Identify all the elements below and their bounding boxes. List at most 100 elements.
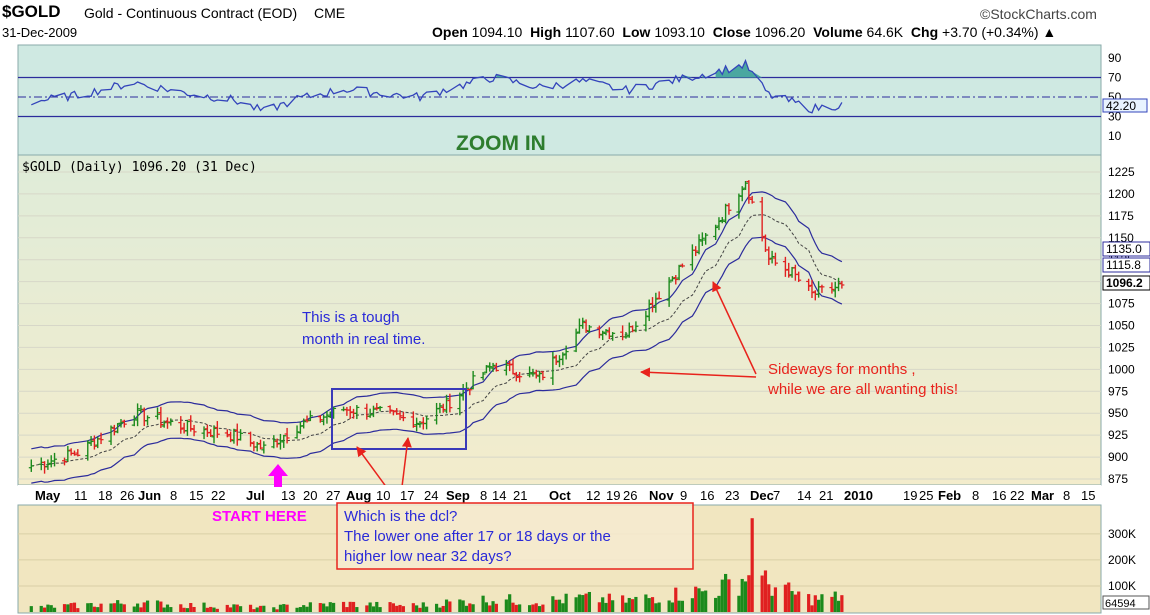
volume-bar	[325, 606, 329, 612]
price-bars	[28, 180, 845, 474]
sideways-box	[331, 388, 467, 450]
volume-bar	[248, 604, 253, 612]
volume-bar	[554, 599, 558, 612]
x-axis-label: Mar	[1031, 488, 1054, 503]
volume-bar	[298, 607, 302, 612]
price-tick-label: 1025	[1108, 340, 1135, 354]
volume-bar	[634, 596, 638, 612]
volume-bar	[185, 608, 190, 612]
volume-bar	[577, 594, 582, 612]
volume-bar	[677, 600, 681, 612]
volume-bar	[116, 600, 120, 612]
x-axis-label: 8	[170, 488, 177, 503]
volume-bar	[840, 595, 844, 612]
rsi-grid	[18, 76, 1101, 118]
volume-bar	[278, 604, 283, 612]
x-axis-label: 21	[513, 488, 527, 503]
volume-bar	[667, 600, 671, 612]
start-here-label: START HERE	[212, 508, 307, 525]
arrow-to-nov-rise	[712, 281, 757, 375]
price-tick-label: 1075	[1108, 297, 1135, 311]
volume-bar	[557, 599, 562, 612]
x-axis-label: Sep	[446, 488, 470, 503]
dcl-question-line3: higher low near 32 days?	[344, 548, 512, 565]
volume-bar	[182, 607, 186, 612]
volume-bar	[411, 603, 415, 612]
volume-bar	[564, 593, 568, 612]
volume-bar	[331, 602, 336, 612]
volume-bar	[86, 603, 90, 612]
volume-bar	[760, 575, 764, 612]
rsi-tick-label: 90	[1108, 51, 1122, 65]
x-axis-label: 26	[623, 488, 637, 503]
volume-bar	[192, 606, 196, 612]
volume-bar	[717, 595, 721, 612]
volume-bar	[225, 604, 229, 612]
volume-bar	[42, 607, 47, 612]
x-axis-label: 22	[211, 488, 225, 503]
volume-bar	[421, 602, 425, 612]
x-axis-label: 15	[1081, 488, 1095, 503]
volume-bar	[737, 595, 741, 612]
volume-bar	[285, 604, 289, 612]
x-axis-strip	[18, 485, 1101, 505]
x-axis-label: 26	[120, 488, 134, 503]
volume-tick-label: 100K	[1108, 579, 1136, 593]
volume-bar	[491, 601, 495, 612]
volume-value: 64.6K	[866, 24, 904, 40]
x-axis-label: 27	[326, 488, 340, 503]
price-legend: $GOLD (Daily) 1096.20 (31 Dec)	[22, 160, 257, 175]
rsi-tick-label: 10	[1108, 129, 1122, 143]
volume-bar	[528, 605, 532, 612]
dcl-question-line2: The lower one after 17 or 18 days or the	[344, 528, 611, 545]
x-axis-label: Aug	[346, 488, 371, 503]
volume-bar	[518, 604, 522, 612]
volume-bar	[165, 604, 170, 612]
volume-label: Volume	[813, 24, 863, 40]
low-value: 1093.10	[654, 24, 705, 40]
volume-bar	[654, 603, 658, 612]
volume-tick-label: 200K	[1108, 553, 1136, 567]
open-value: 1094.10	[471, 24, 523, 40]
chg-label: Chg	[910, 24, 939, 40]
price-tick-label: 950	[1108, 406, 1128, 420]
volume-bar	[541, 604, 545, 612]
volume-bar	[202, 602, 206, 612]
volume-bar	[797, 591, 801, 612]
chart-date: 31-Dec-2009	[2, 25, 78, 40]
envelope-mid-label: 1115.8	[1106, 258, 1141, 272]
volume-last-box	[1102, 595, 1150, 610]
volume-bar	[69, 603, 73, 612]
volume-bar	[514, 604, 518, 612]
envelope-upper-line	[31, 191, 843, 450]
volume-bar	[155, 600, 160, 612]
volume-bar	[674, 587, 678, 612]
volume-bar	[700, 591, 704, 612]
rsi-overbought-fill	[483, 60, 763, 78]
rsi-last-value: 42.20	[1106, 99, 1136, 113]
volume-bar	[145, 600, 150, 612]
volume-bar	[690, 598, 694, 612]
volume-bar	[99, 603, 103, 612]
volume-bar	[441, 605, 445, 612]
volume-bar	[694, 586, 698, 612]
brand-label: ©StockCharts.com	[980, 6, 1097, 22]
volume-bar	[611, 600, 615, 612]
volume-bar	[833, 591, 837, 612]
volume-bar	[511, 602, 515, 612]
x-axis-label: 17	[400, 488, 414, 503]
price-tick-label: 1200	[1108, 187, 1135, 201]
x-axis-label: 8	[480, 488, 487, 503]
volume-bar	[139, 607, 143, 612]
volume-bar	[122, 604, 126, 612]
price-tick-label: 975	[1108, 384, 1128, 398]
volume-bar	[275, 609, 279, 612]
x-axis-label: 15	[189, 488, 203, 503]
volume-bar	[135, 603, 140, 612]
x-axis-label: 7	[773, 488, 780, 503]
x-axis-label: Jun	[138, 488, 161, 503]
arrow-to-sideways	[640, 367, 757, 378]
volume-bar	[215, 608, 219, 612]
volume-bar	[62, 604, 67, 612]
volume-last-value: 64594	[1105, 598, 1136, 610]
